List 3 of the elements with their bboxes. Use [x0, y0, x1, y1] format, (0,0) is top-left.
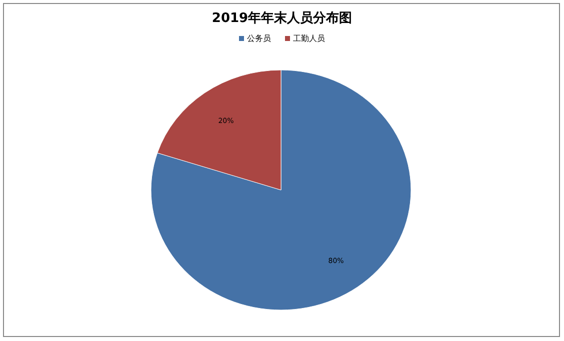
legend-label: 公务员: [247, 34, 271, 43]
chart-title: 2019年年末人员分布图: [212, 11, 352, 26]
legend-label: 工勤人员: [293, 34, 325, 43]
